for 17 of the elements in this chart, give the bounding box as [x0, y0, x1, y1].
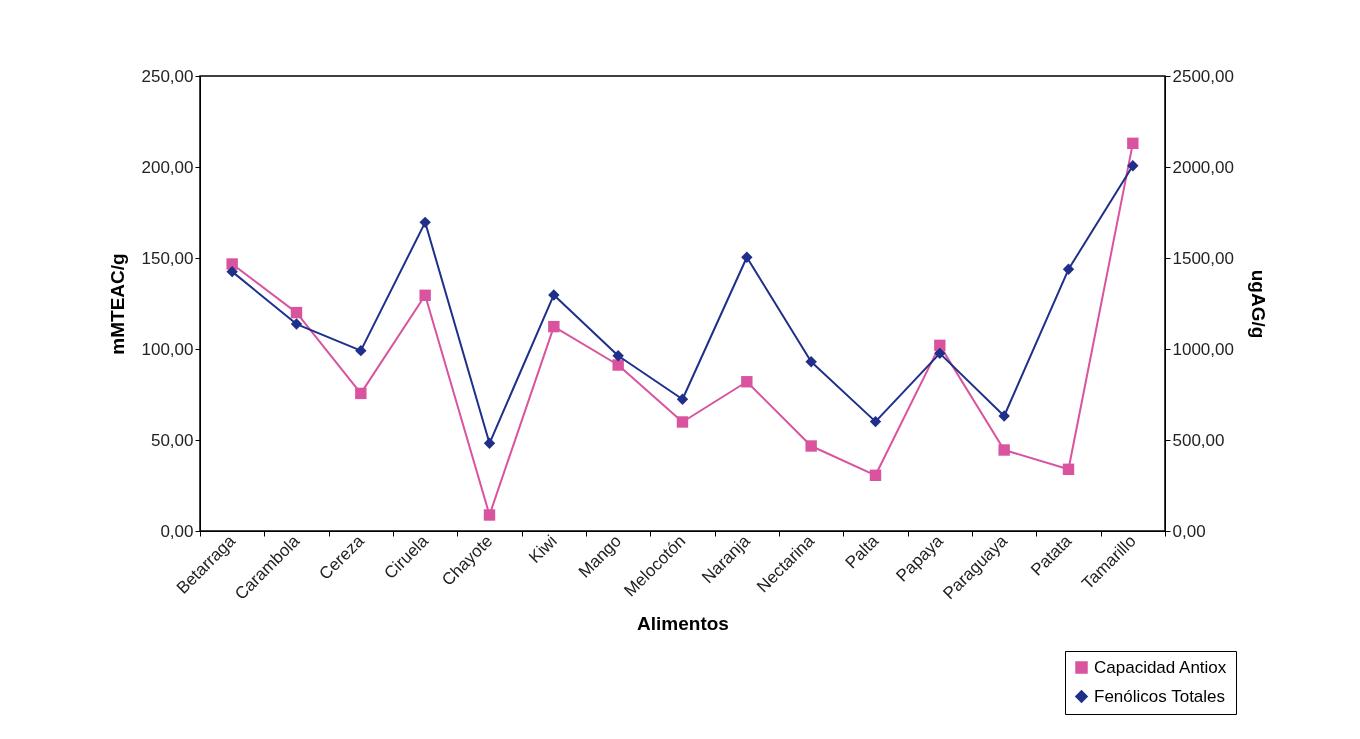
y2-axis-title: ugAG/g — [1247, 269, 1269, 339]
y2-tick-label: 2500,00 — [1172, 66, 1234, 86]
legend-label: Fenólicos Totales — [1094, 686, 1226, 706]
y-tick-label: 50,00 — [150, 430, 194, 450]
y-tick-label: 250,00 — [141, 66, 194, 86]
x-axis-title: Alimentos — [637, 612, 729, 634]
y2-tick-label: 1500,00 — [1172, 248, 1234, 268]
y-tick-label: 200,00 — [141, 157, 194, 177]
y-tick-label: 100,00 — [141, 339, 194, 359]
y2-tick-label: 500,00 — [1172, 430, 1225, 450]
y-axis-title: mMTEAC/g — [106, 253, 128, 355]
legend-label: Capacidad Antiox — [1094, 657, 1227, 677]
y-tick-label: 0,00 — [160, 521, 194, 541]
y2-tick-label: 2000,00 — [1172, 157, 1234, 177]
y-tick-label: 150,00 — [141, 248, 194, 268]
y2-tick-label: 0,00 — [1172, 521, 1206, 541]
y2-tick-label: 1000,00 — [1172, 339, 1234, 359]
